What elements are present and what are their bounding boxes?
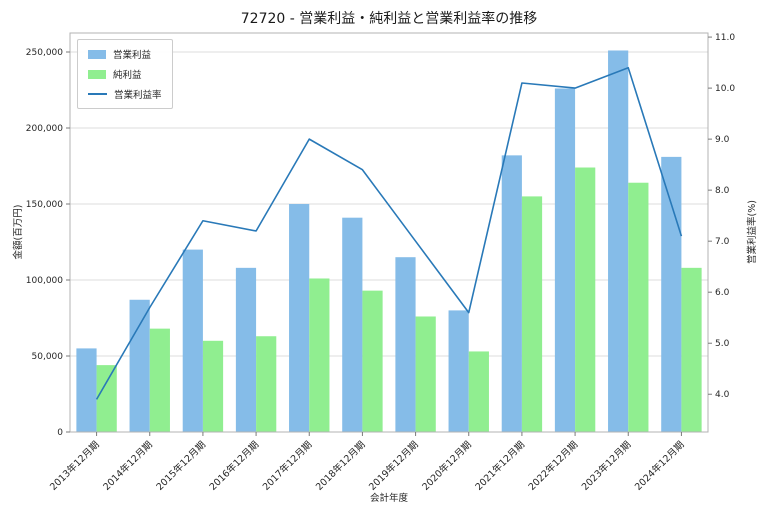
bar-net-profit: [309, 278, 330, 432]
bar-net-profit: [362, 290, 383, 432]
y-right-tick-label: 7.0: [715, 237, 730, 247]
bar-net-profit: [96, 365, 117, 432]
y-right-tick-label: 6.0: [715, 288, 730, 298]
legend-item-operating-margin: 営業利益率: [88, 87, 162, 101]
y-left-tick-label: 200,000: [26, 124, 63, 134]
y-left-tick-label: 150,000: [26, 200, 63, 210]
legend-label-net-profit: 純利益: [113, 70, 142, 81]
bar-operating-profit: [501, 155, 522, 433]
x-tick-label: 2017年12月期: [260, 439, 314, 493]
y-left-tick-label: 100,000: [26, 276, 63, 286]
bar-net-profit: [256, 336, 277, 432]
x-tick-label: 2024年12月期: [632, 439, 686, 493]
bar-operating-profit: [235, 267, 257, 432]
legend-swatch-net-profit: [88, 69, 106, 79]
bar-operating-profit: [289, 204, 310, 432]
bar-net-profit: [468, 351, 489, 432]
y-right-tick-label: 9.0: [715, 135, 730, 145]
bar-operating-profit: [661, 156, 682, 432]
y-right-tick-label: 8.0: [715, 186, 730, 196]
legend-item-net-profit: 純利益: [88, 67, 162, 81]
chart-title: 72720 - 営業利益・純利益と営業利益率の推移: [240, 11, 538, 27]
y-right-tick-label: 10.0: [715, 84, 735, 94]
bar-net-profit: [202, 340, 224, 432]
bar-operating-profit: [182, 249, 203, 432]
y-left-tick-label: 50,000: [32, 352, 64, 362]
legend-label-operating-profit: 営業利益: [113, 50, 152, 61]
bar-operating-profit: [554, 88, 576, 432]
y-right-tick-label: 5.0: [715, 339, 730, 349]
x-tick-label: 2014年12月期: [101, 439, 155, 493]
bar-operating-profit: [129, 299, 150, 432]
x-tick-label: 2022年12月期: [526, 439, 580, 493]
x-tick-label: 2016年12月期: [207, 439, 261, 493]
bar-operating-profit: [76, 348, 97, 432]
bar-net-profit: [575, 167, 596, 432]
x-tick-label: 2023年12月期: [579, 439, 633, 493]
bar-net-profit: [521, 196, 543, 432]
legend-swatch-operating-margin: [88, 93, 107, 95]
legend-item-operating-profit: 営業利益: [88, 47, 162, 61]
bar-operating-profit: [608, 50, 629, 432]
bar-net-profit: [149, 328, 170, 432]
y-left-tick-label: 0: [57, 428, 63, 438]
x-tick-label: 2021年12月期: [473, 439, 527, 493]
y-right-tick-label: 11.0: [715, 33, 735, 43]
bar-net-profit: [681, 267, 702, 432]
line-operating-margin: [95, 66, 683, 400]
plot-background: [70, 33, 708, 432]
x-tick-label: 2020年12月期: [420, 439, 474, 493]
y-axis-label-right: 営業利益率(%): [747, 200, 758, 264]
bar-operating-profit: [448, 310, 469, 432]
bar-net-profit: [628, 182, 649, 432]
y-axis-label-left: 金額(百万円): [13, 204, 24, 260]
x-tick-label: 2018年12月期: [313, 439, 367, 493]
legend-swatch-operating-profit: [88, 49, 106, 59]
bar-operating-profit: [395, 257, 416, 432]
plot-border: [69, 32, 709, 433]
legend-label-operating-margin: 営業利益率: [114, 90, 162, 101]
x-tick-label: 2013年12月期: [47, 439, 101, 493]
x-axis-label: 会計年度: [369, 493, 409, 504]
y-right-tick-label: 4.0: [715, 390, 730, 400]
legend: 営業利益 純利益 営業利益率: [77, 39, 173, 109]
bar-net-profit: [415, 316, 436, 432]
x-tick-label: 2015年12月期: [154, 439, 208, 493]
bar-operating-profit: [342, 217, 363, 432]
x-tick-label: 2019年12月期: [366, 439, 420, 493]
y-left-tick-label: 250,000: [26, 48, 63, 58]
